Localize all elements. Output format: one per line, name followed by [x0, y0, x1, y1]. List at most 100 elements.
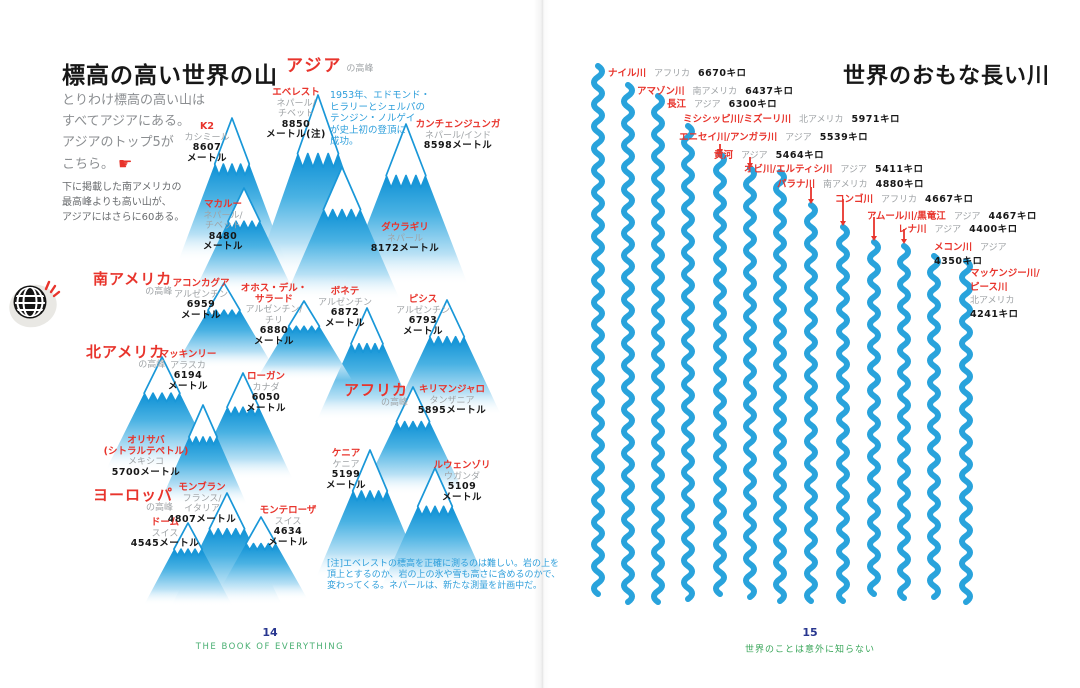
page-gutter	[534, 0, 550, 688]
river-line	[959, 258, 973, 605]
river-region: アジア	[694, 100, 721, 110]
mountain-label: ローガン カナダ 6050 メートル	[246, 371, 286, 414]
section-suffix: の高峰	[138, 359, 166, 370]
river-length: 4400キロ	[969, 224, 1018, 235]
mountain-elevation: 5199	[331, 469, 361, 480]
mountain-location: アルゼンチン	[396, 305, 450, 316]
mountain-elevation: 6050	[251, 392, 281, 403]
river-name: ピース川	[970, 281, 1008, 293]
river	[959, 258, 973, 605]
mountain-location: チベット	[277, 109, 314, 119]
section-header: 南アメリカ の高峰	[93, 270, 172, 297]
river-label-line: アムール川/黒竜江 アジア 4467キロ	[867, 209, 1037, 223]
mountain-label: キリマンジャロ タンザニア 5895メートル	[417, 384, 487, 417]
river-name: ナイル川	[608, 68, 647, 79]
mountain-elevation: メートル	[441, 491, 483, 503]
mountain-name: エベレスト	[272, 87, 320, 98]
section-region-name: 南アメリカ	[93, 270, 173, 288]
mountain-elevation: 8850	[281, 118, 311, 130]
mountain-label: オホス・デル・ サラード アルゼンチン/チリ 6880 メートル	[241, 283, 308, 347]
left-page-number: 14	[262, 626, 278, 639]
mountain-elevation: 6872	[330, 307, 360, 318]
river-line	[836, 224, 850, 604]
river-label-line: レナ川 アジア 4400キロ	[898, 222, 1018, 236]
mountain-elevation: 4807メートル	[167, 513, 237, 525]
mountain-elevation: 8607	[192, 142, 222, 153]
mountain-name: ボネテ	[330, 286, 360, 297]
intro-main-line: とりわけ標高の高い山は	[62, 93, 206, 108]
river-name: パラナ川	[777, 179, 816, 190]
section-suffix: の高峰	[146, 502, 174, 513]
mountain-elevation: メートル	[253, 335, 295, 347]
mountain-elevation: メートル	[324, 317, 366, 329]
mountain-location: アルゼンチン	[318, 297, 372, 308]
mountain-elevation: メートル	[402, 325, 444, 337]
intro-main-line: こちら。 ☛	[62, 154, 133, 173]
river-name: アムール川/黒竜江	[867, 211, 946, 222]
section-header: アフリカ の高峰	[344, 381, 408, 408]
river	[651, 93, 665, 605]
river-label: レナ川 アジア 4400キロ	[898, 222, 1018, 236]
section-suffix: の高峰	[346, 64, 374, 74]
mountain-name: カンチェンジュンガ	[415, 119, 501, 130]
river	[867, 217, 881, 597]
section-region-name: 北アメリカ	[86, 343, 166, 361]
mountain-name: ルウェンゾリ	[433, 460, 491, 471]
river-length: 4467キロ	[988, 211, 1037, 222]
river-label-line: 長江 アジア 6300キロ	[667, 97, 777, 111]
river-arrow-head	[808, 199, 814, 204]
mountain-elevation: メートル	[167, 380, 208, 392]
river-line	[621, 82, 635, 605]
river	[897, 229, 911, 601]
river-line	[651, 93, 665, 605]
river-label: アマゾン川 南アメリカ 6437キロ	[637, 84, 794, 98]
mountain-location: フランス/	[182, 493, 222, 504]
left-page-title: 標高の高い世界の山	[62, 63, 278, 89]
globe-icon	[9, 280, 61, 328]
river-length: 4241キロ	[970, 308, 1019, 320]
river	[621, 82, 635, 605]
river-label: エニセイ川/アンガラ川 アジア 5539キロ	[679, 130, 868, 144]
mountain-name: ダウラギリ	[381, 222, 429, 233]
book-tagline: 世界のことは意外に知らない	[744, 645, 875, 655]
river-region: アジア	[840, 165, 868, 175]
mountain-label: カンチェンジュンガ ネパール/インド 8598メートル	[415, 119, 501, 152]
mountain-elevation: 5895メートル	[417, 405, 487, 416]
section-suffix: の高峰	[145, 286, 173, 297]
river	[927, 253, 941, 600]
river-arrow-head	[840, 221, 846, 226]
river-region: アフリカ	[654, 69, 691, 79]
river	[773, 169, 787, 604]
river-label: マッケンジー川/ピース川 北アメリカ 4241キロ	[970, 266, 1040, 320]
river-line	[773, 169, 787, 604]
river-label-line: 黄河 アジア 5464キロ	[714, 148, 824, 162]
mountain-name: モンブラン	[178, 482, 226, 493]
mountain-elevation: 6959	[186, 299, 216, 310]
river-label: ナイル川 アフリカ 6670キロ	[608, 66, 746, 80]
mountain-location: アルゼンチン	[174, 289, 228, 300]
river-label-line: ナイル川 アフリカ 6670キロ	[608, 66, 746, 80]
mountain-elevation: 4545メートル	[130, 538, 200, 549]
mountain-elevation: 6793	[408, 315, 438, 326]
mountain-elevation: メートル	[186, 152, 228, 164]
river-line	[681, 123, 695, 602]
river-length: 5539キロ	[819, 132, 869, 143]
mountain-label: ドーム スイス 4545メートル	[130, 517, 200, 550]
mountain-name: オリサバ	[127, 435, 165, 446]
river-line	[713, 151, 727, 597]
river-label-line: オビ川/エルティシ川 アジア 5411キロ	[744, 162, 924, 176]
mountain-elevation: 6880	[259, 325, 289, 336]
mountain-label: マカルー ネパール/チベット 8480 メートル	[203, 199, 243, 253]
river-length: 4667キロ	[925, 194, 974, 205]
section-suffix: の高峰	[381, 397, 409, 408]
river-name: メコン川	[934, 242, 973, 253]
section-header: アジア の高峰	[286, 57, 373, 76]
mountain-label: エベレスト ネパール/チベット 8850 メートル(注)	[266, 87, 326, 141]
river-name: エニセイ川/アンガラ川	[679, 132, 778, 143]
mountain-elevation: 5700メートル	[111, 466, 181, 478]
section-header: 北アメリカ の高峰	[86, 343, 165, 370]
mountain-location: カナダ	[252, 382, 280, 393]
river-length: 5971キロ	[851, 114, 900, 125]
river-label-line: 4241キロ	[970, 307, 1040, 321]
